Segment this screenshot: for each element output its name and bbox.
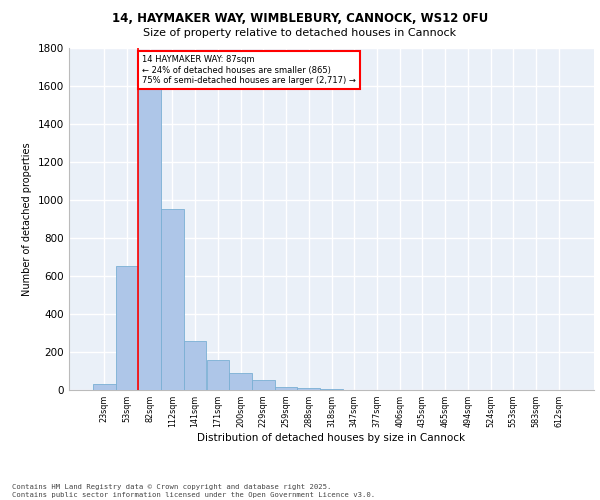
Bar — [252, 380, 275, 390]
Text: 14, HAYMAKER WAY, WIMBLEBURY, CANNOCK, WS12 0FU: 14, HAYMAKER WAY, WIMBLEBURY, CANNOCK, W… — [112, 12, 488, 26]
Text: Size of property relative to detached houses in Cannock: Size of property relative to detached ho… — [143, 28, 457, 38]
Bar — [116, 266, 139, 390]
Bar — [275, 386, 298, 390]
Text: Contains HM Land Registry data © Crown copyright and database right 2025.
Contai: Contains HM Land Registry data © Crown c… — [12, 484, 375, 498]
Text: 14 HAYMAKER WAY: 87sqm
← 24% of detached houses are smaller (865)
75% of semi-de: 14 HAYMAKER WAY: 87sqm ← 24% of detached… — [142, 55, 356, 85]
Bar — [139, 66, 161, 390]
X-axis label: Distribution of detached houses by size in Cannock: Distribution of detached houses by size … — [197, 433, 466, 443]
Y-axis label: Number of detached properties: Number of detached properties — [22, 142, 32, 296]
Bar — [229, 373, 252, 390]
Bar — [298, 388, 320, 390]
Bar — [184, 340, 206, 390]
Bar — [206, 360, 229, 390]
Bar — [93, 384, 116, 390]
Bar — [161, 209, 184, 390]
